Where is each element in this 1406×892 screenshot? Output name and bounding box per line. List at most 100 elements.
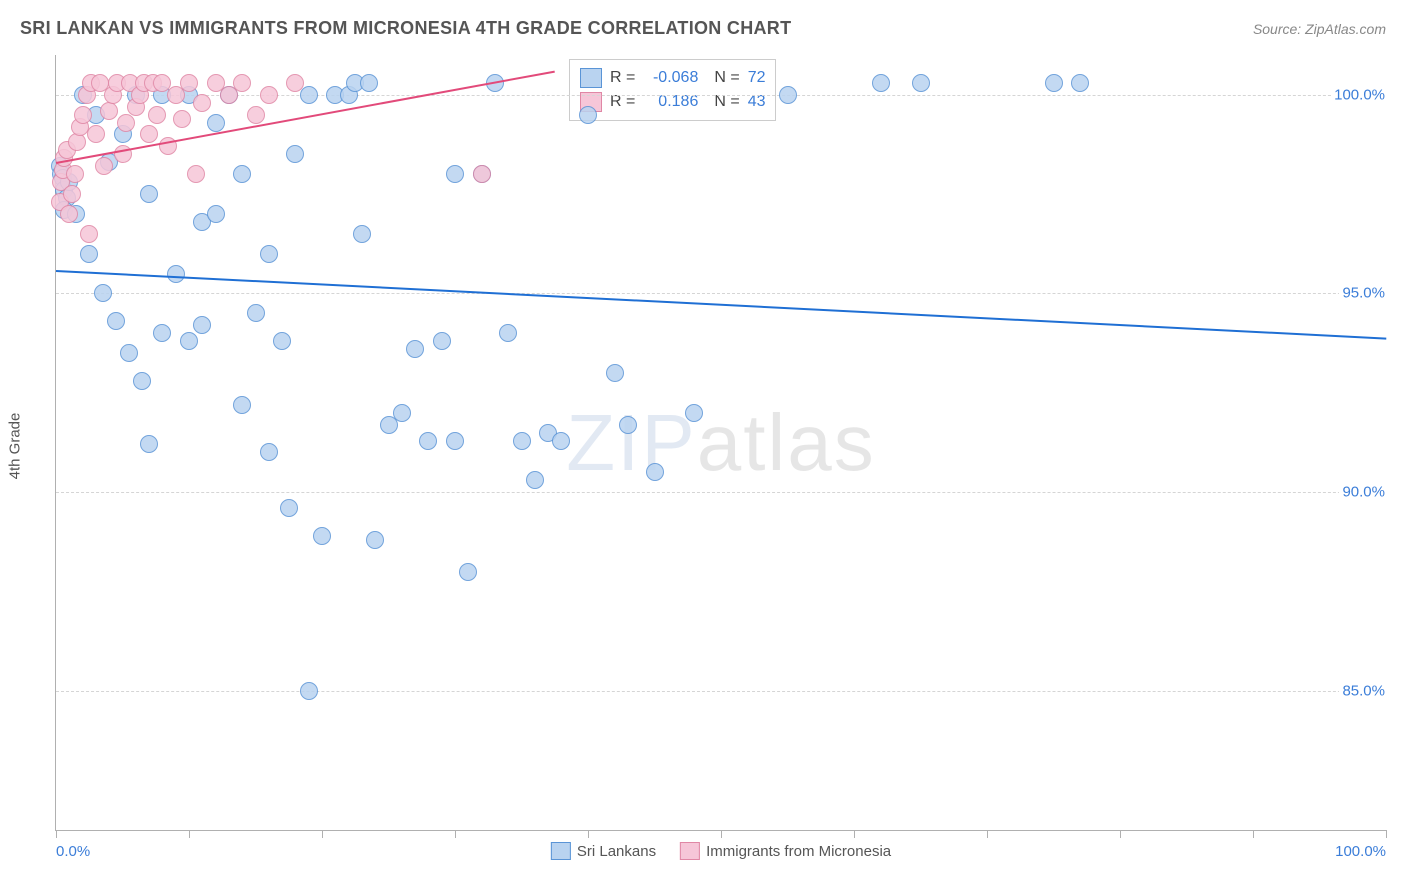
data-point xyxy=(260,443,278,461)
data-point xyxy=(313,527,331,545)
data-point xyxy=(499,324,517,342)
gridline-h xyxy=(56,492,1386,493)
x-tick xyxy=(189,830,190,838)
data-point xyxy=(66,165,84,183)
y-tick-label: 90.0% xyxy=(1339,484,1388,501)
gridline-h xyxy=(56,691,1386,692)
data-point xyxy=(80,225,98,243)
stats-n-label: N = xyxy=(714,69,739,87)
data-point xyxy=(207,205,225,223)
data-point xyxy=(273,332,291,350)
legend-swatch xyxy=(551,842,571,860)
data-point xyxy=(153,324,171,342)
y-axis-label: 4th Grade xyxy=(7,413,24,480)
data-point xyxy=(606,364,624,382)
legend-label: Immigrants from Micronesia xyxy=(706,843,891,860)
data-point xyxy=(366,531,384,549)
x-tick-label: 0.0% xyxy=(56,843,90,860)
data-point xyxy=(619,416,637,434)
data-point xyxy=(94,284,112,302)
data-point xyxy=(233,74,251,92)
data-point xyxy=(140,435,158,453)
watermark-atlas: atlas xyxy=(697,398,876,487)
data-point xyxy=(353,225,371,243)
legend-item: Sri Lankans xyxy=(551,842,656,860)
data-point xyxy=(646,463,664,481)
source-label: Source: ZipAtlas.com xyxy=(1253,21,1386,37)
data-point xyxy=(87,125,105,143)
data-point xyxy=(193,94,211,112)
data-point xyxy=(419,432,437,450)
data-point xyxy=(233,165,251,183)
watermark: ZIPatlas xyxy=(566,397,875,489)
data-point xyxy=(459,563,477,581)
data-point xyxy=(513,432,531,450)
data-point xyxy=(393,404,411,422)
data-point xyxy=(180,332,198,350)
data-point xyxy=(95,157,113,175)
data-point xyxy=(74,106,92,124)
data-point xyxy=(120,344,138,362)
data-point xyxy=(100,102,118,120)
data-point xyxy=(579,106,597,124)
data-point xyxy=(60,205,78,223)
data-point xyxy=(1071,74,1089,92)
title-bar: SRI LANKAN VS IMMIGRANTS FROM MICRONESIA… xyxy=(20,18,1386,39)
data-point xyxy=(1045,74,1063,92)
data-point xyxy=(140,125,158,143)
data-point xyxy=(117,114,135,132)
x-tick xyxy=(1253,830,1254,838)
source-prefix: Source: xyxy=(1253,21,1305,37)
y-tick-label: 85.0% xyxy=(1339,682,1388,699)
x-tick xyxy=(987,830,988,838)
data-point xyxy=(180,74,198,92)
x-tick xyxy=(854,830,855,838)
stats-row: R =0.186N =43 xyxy=(580,90,765,114)
data-point xyxy=(187,165,205,183)
x-tick xyxy=(56,830,57,838)
data-point xyxy=(260,86,278,104)
data-point xyxy=(552,432,570,450)
data-point xyxy=(63,185,81,203)
data-point xyxy=(207,114,225,132)
watermark-zip: ZIP xyxy=(566,398,696,487)
x-tick xyxy=(721,830,722,838)
legend: Sri Lankans Immigrants from Micronesia xyxy=(551,842,891,860)
legend-item: Immigrants from Micronesia xyxy=(680,842,891,860)
data-point xyxy=(446,432,464,450)
data-point xyxy=(779,86,797,104)
stats-box: R =-0.068N =72R =0.186N =43 xyxy=(569,59,776,121)
x-tick xyxy=(588,830,589,838)
scatter-plot: ZIPatlas R =-0.068N =72R =0.186N =43 Sri… xyxy=(55,55,1386,831)
data-point xyxy=(406,340,424,358)
data-point xyxy=(360,74,378,92)
legend-swatch xyxy=(680,842,700,860)
data-point xyxy=(247,304,265,322)
data-point xyxy=(473,165,491,183)
data-point xyxy=(286,145,304,163)
legend-label: Sri Lankans xyxy=(577,843,656,860)
data-point xyxy=(173,110,191,128)
x-tick xyxy=(455,830,456,838)
stats-r-value: -0.068 xyxy=(643,69,698,87)
data-point xyxy=(140,185,158,203)
data-point xyxy=(193,316,211,334)
x-tick-label: 100.0% xyxy=(1335,843,1386,860)
data-point xyxy=(685,404,703,422)
data-point xyxy=(133,372,151,390)
data-point xyxy=(300,682,318,700)
data-point xyxy=(872,74,890,92)
source-name: ZipAtlas.com xyxy=(1305,21,1386,37)
stats-n-value: 72 xyxy=(748,69,766,87)
x-tick xyxy=(1386,830,1387,838)
chart-title: SRI LANKAN VS IMMIGRANTS FROM MICRONESIA… xyxy=(20,18,791,39)
data-point xyxy=(68,133,86,151)
gridline-h xyxy=(56,95,1386,96)
data-point xyxy=(233,396,251,414)
gridline-h xyxy=(56,293,1386,294)
data-point xyxy=(446,165,464,183)
data-point xyxy=(247,106,265,124)
data-point xyxy=(148,106,166,124)
data-point xyxy=(526,471,544,489)
data-point xyxy=(260,245,278,263)
